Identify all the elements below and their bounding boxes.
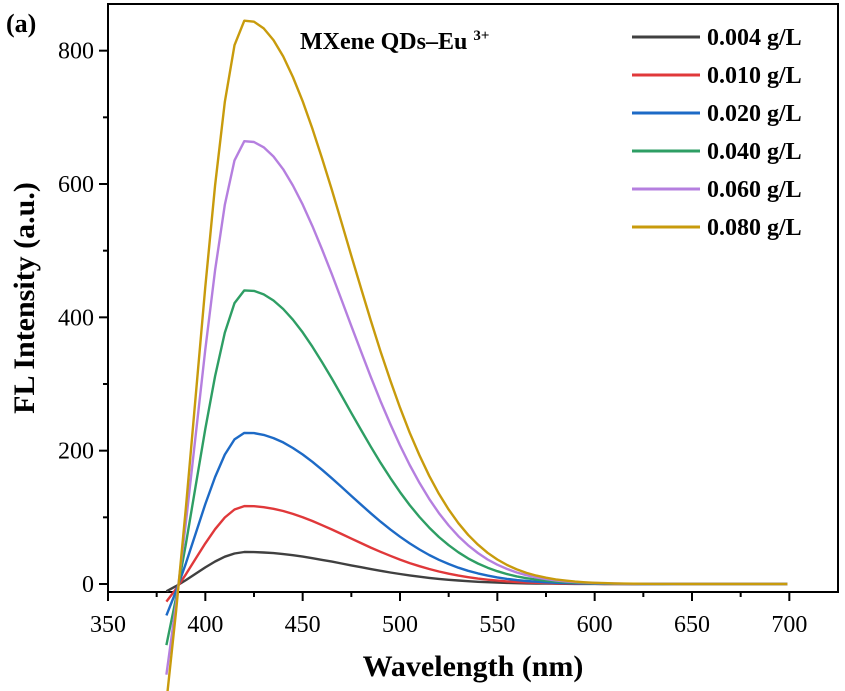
series-line-1	[165, 504, 788, 603]
y-tick-label: 800	[58, 39, 94, 65]
chart-title: MXene QDs–Eu 3+	[300, 28, 489, 55]
x-tick-label: 650	[674, 612, 710, 638]
legend: 0.004 g/L 0.010 g/L 0.020 g/L 0.040 g/L 0.06…	[632, 25, 802, 241]
legend-label-5: 0.080 g/L	[707, 215, 802, 241]
x-tick-label: 500	[382, 612, 418, 638]
x-tick-label: 350	[90, 612, 126, 638]
legend-label-0: 0.004 g/L	[707, 25, 802, 51]
x-tick-label: 550	[479, 612, 515, 638]
y-axis-title: FL Intensity (a.u.)	[8, 182, 41, 414]
series-line-2	[165, 431, 788, 616]
series-lines	[165, 19, 788, 691]
legend-label-1: 0.010 g/L	[707, 63, 802, 89]
chart-title-main: MXene QDs–Eu	[300, 29, 467, 55]
x-tick-label: 450	[285, 612, 321, 638]
x-tick-label: 400	[187, 612, 223, 638]
plot-frame	[107, 3, 839, 593]
y-tick-label: 200	[58, 439, 94, 465]
series-line-5	[166, 19, 788, 691]
series-line-4	[165, 139, 788, 675]
legend-label-2: 0.020 g/L	[707, 101, 802, 127]
y-tick-label: 0	[82, 572, 94, 598]
x-axis-title: Wavelength (nm)	[363, 650, 584, 683]
y-tick-label: 400	[58, 305, 94, 331]
y-tick-label: 600	[58, 172, 94, 198]
series-line-0	[165, 550, 788, 593]
panel-label: (a)	[6, 9, 36, 38]
chart-title-superscript: 3+	[473, 28, 489, 44]
legend-label-3: 0.040 g/L	[707, 139, 802, 165]
x-tick-label: 600	[577, 612, 613, 638]
x-tick-label: 700	[771, 612, 807, 638]
legend-label-4: 0.060 g/L	[707, 177, 802, 203]
axis-ticks	[99, 49, 791, 601]
